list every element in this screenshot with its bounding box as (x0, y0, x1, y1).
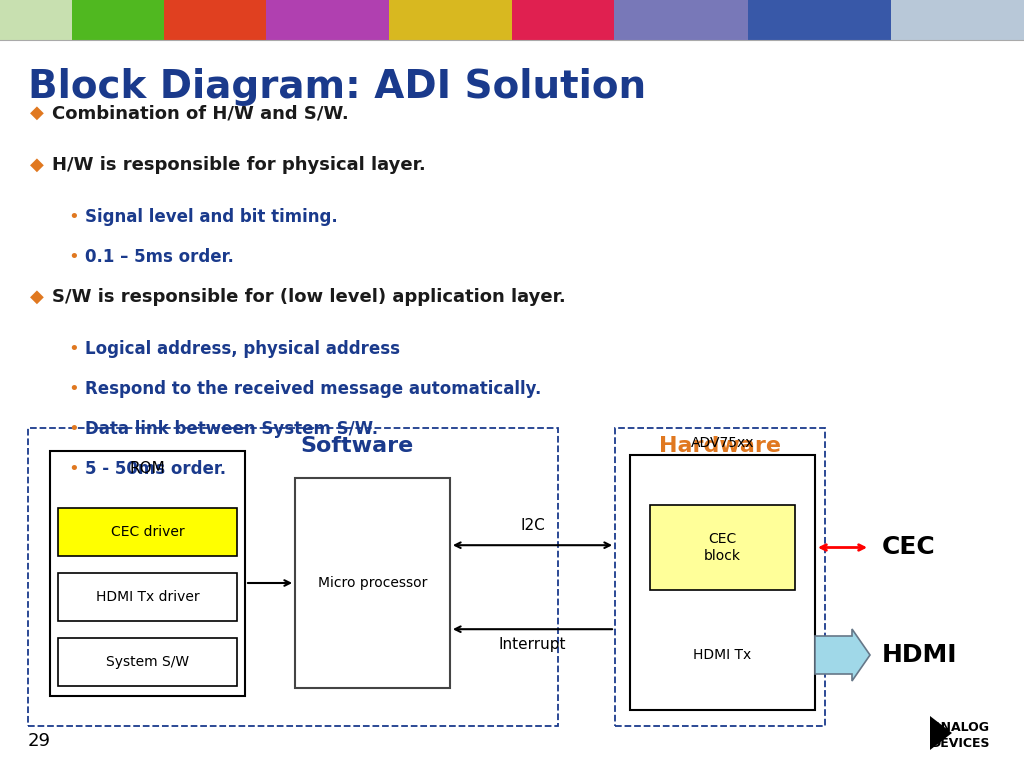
Text: ANALOG
DEVICES: ANALOG DEVICES (931, 721, 990, 750)
Text: 29: 29 (28, 732, 51, 750)
Bar (295, 478, 450, 688)
Bar (164, 0, 266, 40)
Bar (650, 505, 795, 590)
Text: •: • (68, 208, 79, 226)
Text: ROM: ROM (130, 461, 165, 476)
Bar (50, 451, 245, 696)
Bar (58, 573, 237, 621)
Text: ◆: ◆ (30, 104, 44, 122)
Bar (266, 0, 389, 40)
Bar (748, 0, 891, 40)
Bar (615, 428, 825, 726)
Text: Respond to the received message automatically.: Respond to the received message automati… (85, 380, 542, 398)
Text: •: • (68, 340, 79, 358)
Bar (614, 0, 748, 40)
Bar (630, 455, 815, 710)
Text: Logical address, physical address: Logical address, physical address (85, 340, 400, 358)
Bar (389, 0, 512, 40)
Text: H/W is responsible for physical layer.: H/W is responsible for physical layer. (52, 156, 426, 174)
Text: Interrupt: Interrupt (499, 637, 566, 652)
Polygon shape (930, 716, 952, 750)
Text: Hardware: Hardware (659, 436, 781, 456)
Text: ◆: ◆ (30, 288, 44, 306)
Text: HDMI Tx driver: HDMI Tx driver (95, 590, 200, 604)
Text: •: • (68, 248, 79, 266)
Bar (0, 0, 72, 40)
Text: 5 - 50ms order.: 5 - 50ms order. (85, 460, 226, 478)
Bar (58, 638, 237, 686)
Text: CEC driver: CEC driver (111, 525, 184, 539)
Text: I2C: I2C (520, 518, 545, 533)
Text: 0.1 – 5ms order.: 0.1 – 5ms order. (85, 248, 233, 266)
Text: •: • (68, 460, 79, 478)
Bar (58, 508, 237, 556)
Text: Signal level and bit timing.: Signal level and bit timing. (85, 208, 338, 226)
Text: ADV75xx: ADV75xx (691, 436, 755, 450)
Text: Software: Software (300, 436, 414, 456)
Text: System S/W: System S/W (105, 655, 189, 669)
Text: Combination of H/W and S/W.: Combination of H/W and S/W. (52, 104, 349, 122)
Bar (512, 0, 614, 40)
Text: •: • (68, 380, 79, 398)
Bar (28, 428, 558, 726)
Bar (891, 0, 1024, 40)
Text: Data link between System S/W.: Data link between System S/W. (85, 420, 378, 438)
Text: CEC
block: CEC block (705, 532, 741, 563)
Text: CEC: CEC (882, 535, 936, 560)
Text: •: • (68, 420, 79, 438)
Text: ◆: ◆ (30, 156, 44, 174)
Bar (72, 0, 164, 40)
Text: HDMI: HDMI (882, 643, 957, 667)
Text: HDMI Tx: HDMI Tx (693, 648, 752, 662)
FancyArrow shape (815, 629, 870, 681)
Text: Block Diagram: ADI Solution: Block Diagram: ADI Solution (28, 68, 646, 106)
Text: S/W is responsible for (low level) application layer.: S/W is responsible for (low level) appli… (52, 288, 565, 306)
Text: Micro processor: Micro processor (317, 576, 427, 590)
